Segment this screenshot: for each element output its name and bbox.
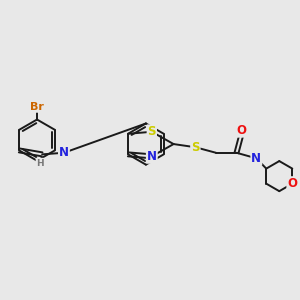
Text: N: N xyxy=(251,152,261,165)
Text: N: N xyxy=(59,146,69,159)
Text: O: O xyxy=(287,177,297,190)
Text: H: H xyxy=(36,159,44,168)
Text: S: S xyxy=(148,125,156,138)
Text: Br: Br xyxy=(30,102,44,112)
Text: O: O xyxy=(236,124,246,137)
Text: S: S xyxy=(191,141,200,154)
Text: N: N xyxy=(147,150,157,163)
